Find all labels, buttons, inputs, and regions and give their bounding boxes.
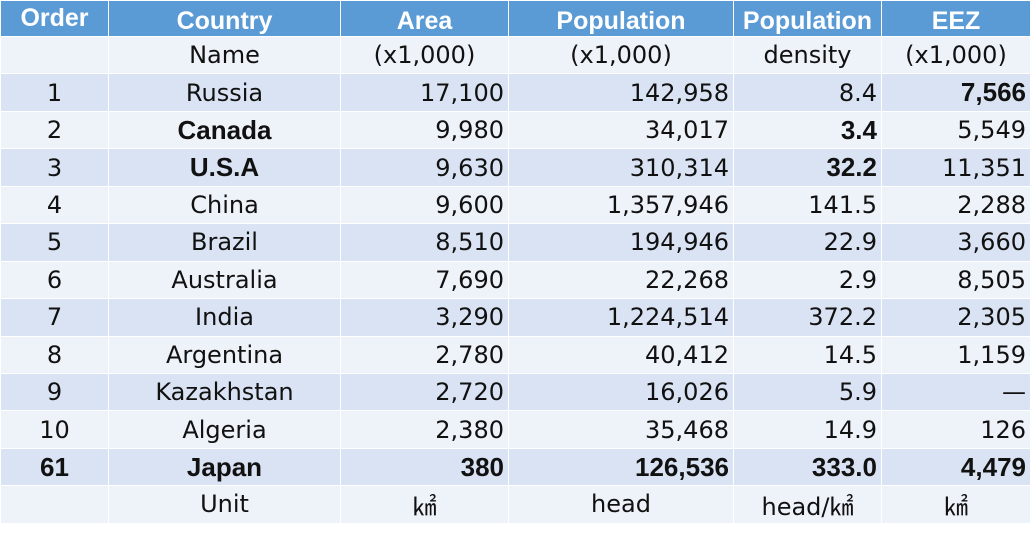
eez-cell: 2,305 [881, 298, 1030, 337]
order-cell: 3 [0, 148, 109, 187]
eez-cell: 126 [881, 410, 1030, 449]
table-row: 6 Australia 7,690 22,268 2.9 8,505 [0, 260, 1030, 300]
subheader-eez: (x1,000) [881, 35, 1030, 75]
table-row: 5 Brazil 8,510 194,946 22.9 3,660 [0, 223, 1030, 262]
unit-eez: ㎢ [881, 485, 1030, 524]
country-cell: Australia [108, 260, 341, 300]
area-cell: 7,690 [340, 260, 509, 300]
order-cell: 6 [0, 260, 109, 300]
density-cell: 14.9 [733, 410, 882, 449]
unit-population: head [508, 485, 734, 524]
subheader-area: (x1,000) [340, 35, 509, 75]
header-population: Population [508, 0, 734, 37]
eez-cell: 7,566 [881, 73, 1030, 112]
header-country: Country [108, 0, 341, 37]
area-cell: 2,780 [340, 335, 509, 374]
order-cell: 5 [0, 223, 109, 262]
header-row: Order Country Area Population Population… [0, 0, 1030, 37]
area-cell: 380 [340, 447, 509, 487]
eez-cell: 1,159 [881, 335, 1030, 374]
header-order: Order [0, 0, 109, 37]
density-cell: 22.9 [733, 223, 882, 262]
table-row: 1 Russia 17,100 142,958 8.4 7,566 [0, 73, 1030, 112]
header-density: Population [733, 0, 882, 37]
country-cell: India [108, 298, 341, 337]
table-row: 4 China 9,600 1,357,946 141.5 2,288 [0, 185, 1030, 225]
country-cell: Kazakhstan [108, 372, 341, 412]
subheader-order [0, 35, 109, 75]
area-cell: 9,600 [340, 185, 509, 225]
order-cell: 4 [0, 185, 109, 225]
density-cell: 2.9 [733, 260, 882, 300]
density-cell: 333.0 [733, 447, 882, 487]
order-cell: 2 [0, 110, 109, 150]
eez-cell: 5,549 [881, 110, 1030, 150]
table-row: 2 Canada 9,980 34,017 3.4 5,549 [0, 110, 1030, 150]
subheader-row: Name (x1,000) (x1,000) density (x1,000) [0, 35, 1030, 75]
country-cell: Brazil [108, 223, 341, 262]
population-cell: 35,468 [508, 410, 734, 449]
table-row-japan: 61 Japan 380 126,536 333.0 4,479 [0, 447, 1030, 487]
order-cell: 9 [0, 372, 109, 412]
order-cell: 61 [0, 447, 109, 487]
eez-cell: — [881, 372, 1030, 412]
density-cell: 372.2 [733, 298, 882, 337]
population-cell: 126,536 [508, 447, 734, 487]
population-cell: 1,224,514 [508, 298, 734, 337]
order-cell: 8 [0, 335, 109, 374]
subheader-population: (x1,000) [508, 35, 734, 75]
country-cell: U.S.A [108, 148, 341, 187]
table-row: 9 Kazakhstan 2,720 16,026 5.9 — [0, 372, 1030, 412]
order-cell: 7 [0, 298, 109, 337]
density-cell: 8.4 [733, 73, 882, 112]
population-cell: 22,268 [508, 260, 734, 300]
order-cell: 10 [0, 410, 109, 449]
area-cell: 9,980 [340, 110, 509, 150]
population-cell: 310,314 [508, 148, 734, 187]
area-cell: 2,720 [340, 372, 509, 412]
eez-cell: 2,288 [881, 185, 1030, 225]
country-ranking-table: Order Country Area Population Population… [0, 0, 1030, 524]
table-row: 7 India 3,290 1,224,514 372.2 2,305 [0, 298, 1030, 337]
population-cell: 142,958 [508, 73, 734, 112]
country-cell: Japan [108, 447, 341, 487]
area-cell: 2,380 [340, 410, 509, 449]
country-cell: China [108, 185, 341, 225]
header-area: Area [340, 0, 509, 37]
table-row: 10 Algeria 2,380 35,468 14.9 126 [0, 410, 1030, 449]
density-cell: 5.9 [733, 372, 882, 412]
population-cell: 16,026 [508, 372, 734, 412]
eez-cell: 3,660 [881, 223, 1030, 262]
unit-density: head/㎢ [733, 485, 882, 524]
density-cell: 14.5 [733, 335, 882, 374]
population-cell: 40,412 [508, 335, 734, 374]
density-cell: 32.2 [733, 148, 882, 187]
order-cell: 1 [0, 73, 109, 112]
country-cell: Canada [108, 110, 341, 150]
area-cell: 9,630 [340, 148, 509, 187]
population-cell: 1,357,946 [508, 185, 734, 225]
population-cell: 34,017 [508, 110, 734, 150]
eez-cell: 11,351 [881, 148, 1030, 187]
country-cell: Argentina [108, 335, 341, 374]
subheader-density: density [733, 35, 882, 75]
eez-cell: 8,505 [881, 260, 1030, 300]
density-cell: 141.5 [733, 185, 882, 225]
table-row: 8 Argentina 2,780 40,412 14.5 1,159 [0, 335, 1030, 374]
unit-area: ㎢ [340, 485, 509, 524]
subheader-country: Name [108, 35, 341, 75]
density-cell: 3.4 [733, 110, 882, 150]
unit-row: Unit ㎢ head head/㎢ ㎢ [0, 485, 1030, 524]
area-cell: 3,290 [340, 298, 509, 337]
area-cell: 17,100 [340, 73, 509, 112]
area-cell: 8,510 [340, 223, 509, 262]
table-row: 3 U.S.A 9,630 310,314 32.2 11,351 [0, 148, 1030, 187]
unit-label: Unit [108, 485, 341, 524]
country-cell: Algeria [108, 410, 341, 449]
unit-order [0, 485, 109, 524]
header-eez: EEZ [881, 0, 1030, 37]
population-cell: 194,946 [508, 223, 734, 262]
eez-cell: 4,479 [881, 447, 1030, 487]
country-cell: Russia [108, 73, 341, 112]
